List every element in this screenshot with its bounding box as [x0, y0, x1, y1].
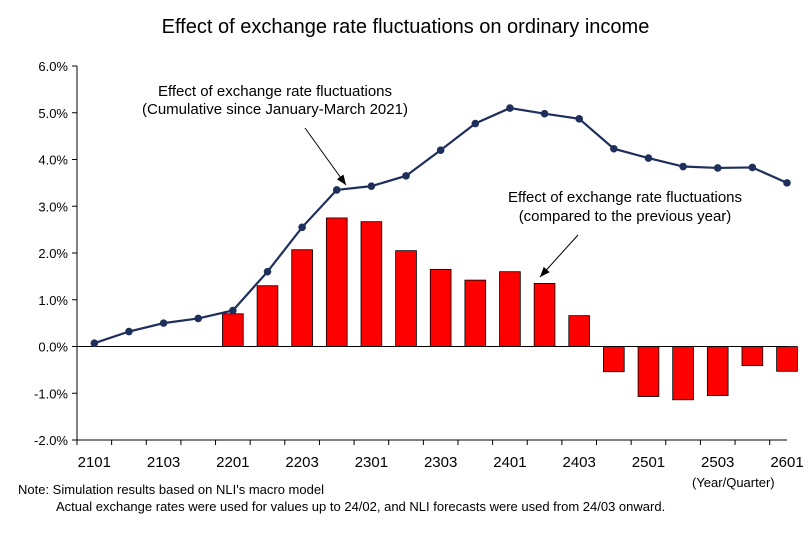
line-point: [610, 144, 618, 153]
y-tick-label: 5.0%: [38, 106, 68, 121]
bar: [256, 285, 279, 347]
x-tick-label: 2101: [78, 454, 111, 471]
line-point: [471, 119, 480, 128]
x-tick-label: 2503: [701, 454, 734, 471]
x-tick-label: 2201: [216, 454, 249, 471]
axes: -2.0% -1.0% 0.0% 1.0% 2.0% 3.0% 4.0% 5.0% 6.0% 21…: [34, 59, 804, 471]
bar: [222, 313, 244, 347]
bar: [706, 346, 729, 396]
note-line-2: Actual exchange rates were used for valu…: [56, 499, 666, 514]
chart-title: Effect of exchange rate fluctuations on …: [161, 16, 650, 38]
line-point: [367, 182, 376, 190]
bar: [603, 346, 625, 373]
x-tick-label: 2203: [285, 454, 318, 471]
line-point: [679, 162, 687, 171]
line-point: [713, 164, 722, 172]
line-point: [159, 319, 168, 327]
line-layer: [90, 104, 791, 348]
x-tick-label: 2303: [424, 454, 457, 471]
bar: [741, 346, 764, 367]
line-point: [644, 154, 653, 162]
x-tick-label: 2601: [770, 454, 803, 471]
bar: [429, 268, 452, 347]
line-point: [90, 339, 99, 348]
bar: [360, 221, 383, 347]
bar: [672, 346, 694, 401]
line-point: [298, 223, 306, 232]
line-point: [263, 267, 272, 276]
arrow-cumulative: [304, 127, 347, 186]
line-point: [506, 104, 514, 112]
y-tick-label: 2.0%: [38, 246, 68, 261]
line-point: [402, 172, 410, 180]
note-line-1: Note: Simulation results based on NLI's …: [18, 482, 324, 497]
y-tick-label: 6.0%: [38, 59, 68, 74]
annotations: Effect of exchange rate fluctuations(Cum…: [142, 83, 742, 278]
bar-layer: [222, 217, 798, 401]
line-point: [229, 306, 237, 315]
arrow-cumulative-head: [336, 174, 346, 185]
bar: [568, 315, 590, 347]
bar: [499, 271, 521, 347]
y-tick-label: -2.0%: [34, 433, 68, 448]
bar: [637, 346, 660, 397]
bar: [464, 279, 487, 347]
line-point: [332, 186, 341, 194]
bar: [325, 217, 348, 347]
x-axis-unit-label: (Year/Quarter): [692, 475, 775, 490]
y-tick-label: -1.0%: [34, 386, 68, 401]
x-tick-label: 2501: [632, 454, 665, 471]
line-point: [194, 314, 203, 323]
line-point: [575, 115, 583, 123]
y-tick-label: 3.0%: [38, 199, 68, 214]
x-tick-label: 2301: [355, 454, 388, 471]
bar: [395, 250, 417, 347]
line-point: [540, 109, 549, 118]
bar: [291, 249, 313, 347]
y-tick-label: 0.0%: [38, 340, 68, 355]
bar: [533, 282, 556, 347]
line-point: [783, 179, 791, 187]
y-tick-label: 4.0%: [38, 153, 68, 168]
x-tick-label: 2401: [493, 454, 526, 471]
line-point: [436, 146, 445, 154]
annotation-cumulative-line2: (Cumulative since January-March 2021): [142, 101, 408, 118]
y-tick-label: 1.0%: [38, 293, 68, 308]
x-tick-label: 2403: [563, 454, 596, 471]
line-point: [125, 327, 133, 336]
x-tick-label: 2103: [147, 454, 180, 471]
annotation-yoy-line1: Effect of exchange rate fluctuations: [508, 189, 742, 206]
line-point: [748, 163, 757, 172]
annotation-yoy-line2: (compared to the previous year): [519, 208, 732, 225]
annotation-cumulative-line1: Effect of exchange rate fluctuations: [158, 83, 392, 100]
arrow-yoy-head: [540, 266, 550, 277]
bar: [776, 346, 798, 372]
